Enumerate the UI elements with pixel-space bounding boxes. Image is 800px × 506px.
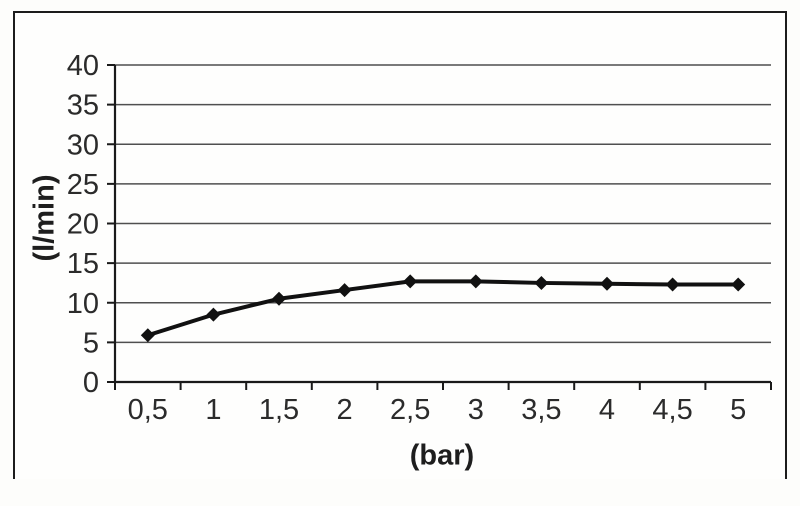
data-point-marker: [665, 277, 680, 292]
data-point-marker: [272, 291, 286, 306]
y-tick-label: 0: [83, 367, 99, 399]
series-line: [145, 279, 741, 338]
x-tick-label: 0,5: [128, 394, 168, 426]
y-tick-label: 10: [67, 288, 99, 320]
y-tick-label: 40: [67, 50, 99, 82]
x-tick-label: 1: [205, 394, 221, 426]
x-tick-label: 3: [468, 394, 484, 426]
y-tick-label: 25: [67, 169, 99, 201]
data-point-marker: [140, 328, 155, 343]
y-axis-title: (l/min): [28, 174, 61, 262]
data-point-marker: [403, 274, 418, 289]
data-point-marker: [600, 276, 614, 291]
x-tick-label: 5: [730, 394, 746, 426]
x-tick-label: 4: [599, 394, 615, 426]
data-point-marker: [731, 277, 746, 292]
y-tick-label: 5: [83, 327, 99, 359]
y-tick-label: 15: [67, 248, 99, 280]
x-tick-label: 2: [337, 394, 353, 426]
x-tick-label: 3,5: [521, 394, 561, 426]
y-tick-label: 30: [67, 129, 99, 161]
chart-frame: [13, 11, 787, 479]
x-tick-label: 4,5: [652, 394, 692, 426]
data-point-marker: [337, 283, 352, 298]
y-tick-label: 20: [67, 209, 99, 241]
data-point-marker: [468, 274, 483, 289]
data-point-marker: [534, 275, 549, 290]
x-tick-label: 2,5: [390, 394, 430, 426]
data-point-marker: [206, 307, 221, 322]
y-tick-label: 35: [67, 90, 99, 122]
x-axis-title: (bar): [409, 439, 475, 472]
x-tick-label: 1,5: [259, 394, 299, 426]
